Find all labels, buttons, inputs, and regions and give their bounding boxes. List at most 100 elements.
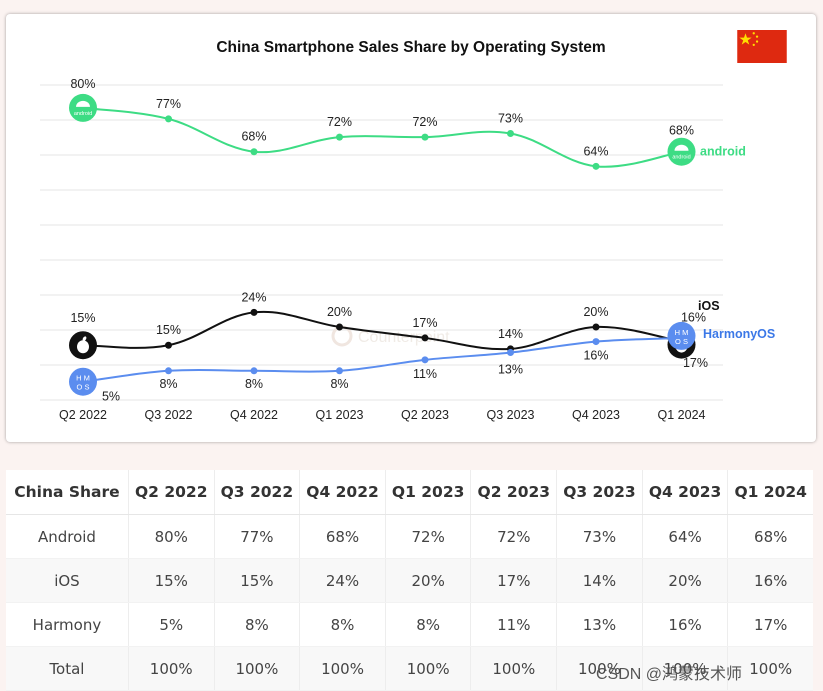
- table-cell: 8%: [299, 602, 386, 647]
- data-label: 73%: [498, 111, 523, 125]
- table-row: iOS 15% 15% 24% 20% 17% 14% 20% 16%: [6, 558, 813, 603]
- data-label: 24%: [241, 290, 266, 304]
- column-header: Q3 2022: [214, 470, 301, 515]
- table-cell: 24%: [299, 558, 386, 603]
- table-header-row: China Share Q2 2022 Q3 2022 Q4 2022 Q1 2023 Q…: [6, 470, 813, 515]
- column-header: China Share: [6, 470, 129, 515]
- android-head: [76, 100, 90, 107]
- harmony-badge-text: O S: [675, 337, 688, 346]
- data-label: 15%: [156, 323, 181, 337]
- apple-leaf: [82, 336, 87, 342]
- table-cell: 72%: [385, 514, 472, 559]
- android-badge-text: android: [74, 111, 92, 117]
- column-header: Q4 2022: [299, 470, 386, 515]
- data-point: [165, 115, 172, 123]
- data-label: 64%: [583, 144, 608, 158]
- table-cell: Total: [6, 646, 129, 691]
- android-head: [674, 144, 689, 151]
- data-point: [421, 133, 429, 141]
- footer-watermark: CSDN @鸿蒙技术师: [596, 666, 743, 683]
- column-header: Q1 2023: [385, 470, 472, 515]
- data-label: 80%: [70, 77, 95, 91]
- table-cell: Android: [6, 514, 129, 559]
- data-point: [250, 367, 258, 375]
- harmonyos-icon: [69, 367, 97, 396]
- table-cell: 100%: [385, 646, 472, 691]
- harmony-badge-text: H M: [76, 374, 90, 383]
- data-label: 20%: [327, 305, 352, 319]
- data-label: 72%: [412, 115, 437, 129]
- chart-title: China Smartphone Sales Share by Operatin…: [216, 39, 606, 56]
- china-flag-icon: [737, 30, 787, 63]
- data-label: 17%: [412, 316, 437, 330]
- harmonyos-icon: [667, 321, 696, 350]
- x-tick-label: Q1 2024: [658, 408, 706, 422]
- x-tick-label: Q3 2022: [145, 408, 193, 422]
- table-cell: 64%: [642, 514, 729, 559]
- x-tick-label: Q2 2023: [401, 408, 449, 422]
- data-point: [592, 323, 600, 331]
- data-label: 20%: [583, 305, 608, 319]
- column-header: Q4 2023: [642, 470, 729, 515]
- android-icon: [667, 137, 696, 166]
- x-tick-label: Q3 2023: [487, 408, 535, 422]
- apple-shape: [77, 340, 89, 354]
- table-body: Android 80% 77% 68% 72% 72% 73% 64% 68% iOS 15% 15%…: [6, 514, 813, 691]
- series-label-ios: iOS: [698, 299, 720, 313]
- android-badge-text: android: [672, 155, 690, 161]
- series-label-harmonyos: HarmonyOS: [703, 327, 775, 341]
- data-label: 5%: [102, 390, 120, 404]
- series-line-ios: [82, 310, 682, 351]
- data-label: 16%: [681, 311, 706, 325]
- table-cell: Harmony: [6, 602, 129, 647]
- data-label: 8%: [245, 377, 263, 391]
- table-cell: 100%: [128, 646, 215, 691]
- android-icon: [69, 93, 97, 122]
- data-point: [165, 341, 172, 349]
- table-cell: 100%: [299, 646, 386, 691]
- harmony-badge-text: O S: [77, 383, 90, 392]
- data-label: 16%: [583, 349, 608, 363]
- table-cell: iOS: [6, 558, 129, 603]
- table-cell: 100%: [214, 646, 301, 691]
- table-cell: 20%: [385, 558, 472, 603]
- data-label: 17%: [683, 356, 708, 370]
- table-row: Android 80% 77% 68% 72% 72% 73% 64% 68%: [6, 514, 813, 559]
- chart-card: Counterpoint 80% 77% 68% 72% 72% 73% 64% 68% 15% 1…: [6, 14, 816, 442]
- data-point: [421, 356, 429, 364]
- table-cell: 80%: [128, 514, 215, 559]
- data-label: 8%: [330, 377, 348, 391]
- table-cell: 100%: [470, 646, 558, 691]
- x-tick-label: Q2 2022: [59, 408, 107, 422]
- table-cell: 11%: [470, 602, 558, 647]
- table-cell: 8%: [385, 602, 472, 647]
- table-cell: 16%: [727, 558, 813, 603]
- table-cell: 20%: [642, 558, 729, 603]
- data-label: 72%: [327, 115, 352, 129]
- table-cell: 17%: [727, 602, 813, 647]
- table-cell: 13%: [556, 602, 643, 647]
- data-point: [421, 334, 429, 342]
- data-point: [336, 323, 343, 331]
- data-point: [507, 129, 514, 137]
- table-cell: 100%: [642, 646, 729, 691]
- table-cell: 72%: [470, 514, 558, 559]
- column-header: Q3 2023: [556, 470, 643, 515]
- harmony-badge-text: H M: [675, 328, 689, 337]
- data-label: 13%: [498, 363, 523, 377]
- table-cell: 16%: [642, 602, 729, 647]
- data-label: 77%: [156, 97, 181, 111]
- data-point: [336, 133, 343, 141]
- x-tick-label: Q1 2023: [316, 408, 364, 422]
- data-point: [165, 367, 172, 375]
- table-cell: 73%: [556, 514, 643, 559]
- table-cell: 17%: [470, 558, 558, 603]
- data-point: [336, 367, 343, 375]
- table-cell: 5%: [128, 602, 215, 647]
- data-point: [250, 308, 258, 316]
- series-line-android: [82, 106, 682, 168]
- table-cell: 100%: [727, 646, 813, 691]
- data-point: [592, 338, 600, 346]
- table-cell: 68%: [727, 514, 813, 559]
